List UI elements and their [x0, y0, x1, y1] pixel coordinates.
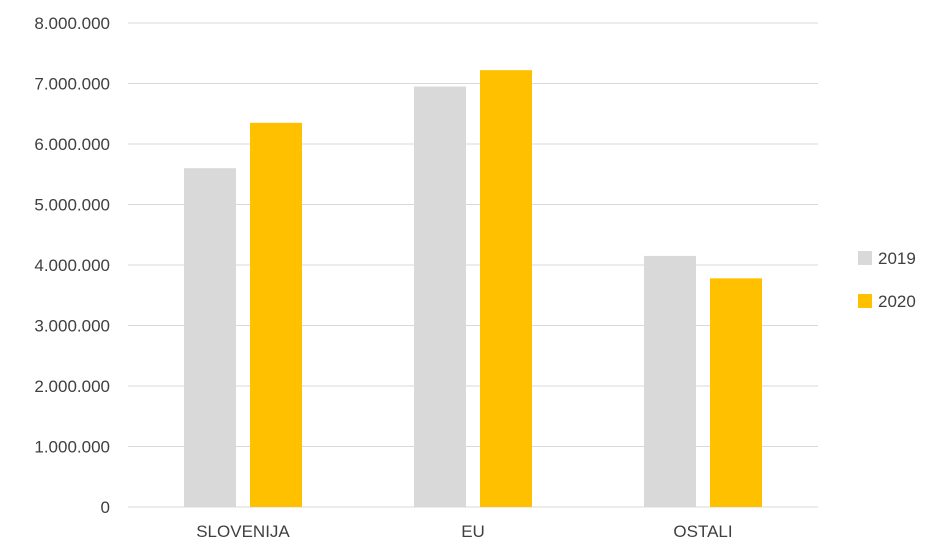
x-category-label: EU — [461, 522, 485, 541]
bars — [184, 70, 762, 508]
bar-ostali-2019 — [644, 255, 696, 507]
y-tick-label: 8.000.000 — [34, 14, 110, 33]
bar-slovenija-2019 — [184, 168, 236, 507]
y-tick-label: 7.000.000 — [34, 75, 110, 94]
x-axis-categories: SLOVENIJA EU OSTALI — [196, 522, 732, 541]
y-tick-label: 6.000.000 — [34, 135, 110, 154]
y-tick-label: 0 — [101, 498, 110, 517]
x-category-label: SLOVENIJA — [196, 522, 290, 541]
legend-label-2019: 2019 — [878, 249, 916, 268]
y-tick-label: 5.000.000 — [34, 196, 110, 215]
legend-swatch-2020 — [858, 294, 872, 308]
legend-swatch-2019 — [858, 251, 872, 265]
y-tick-label: 3.000.000 — [34, 317, 110, 336]
bar-eu-2019 — [414, 86, 466, 508]
legend-label-2020: 2020 — [878, 292, 916, 311]
bar-slovenija-2020 — [250, 122, 302, 507]
y-axis-ticks: 0 1.000.000 2.000.000 3.000.000 4.000.000 5.0… — [34, 14, 110, 517]
y-tick-label: 4.000.000 — [34, 256, 110, 275]
gridlines — [128, 22, 818, 508]
y-tick-label: 1.000.000 — [34, 438, 110, 457]
legend: 2019 2020 — [858, 249, 916, 311]
x-category-label: OSTALI — [673, 522, 732, 541]
bar-ostali-2020 — [710, 278, 762, 507]
bar-eu-2020 — [480, 70, 532, 507]
y-tick-label: 2.000.000 — [34, 377, 110, 396]
